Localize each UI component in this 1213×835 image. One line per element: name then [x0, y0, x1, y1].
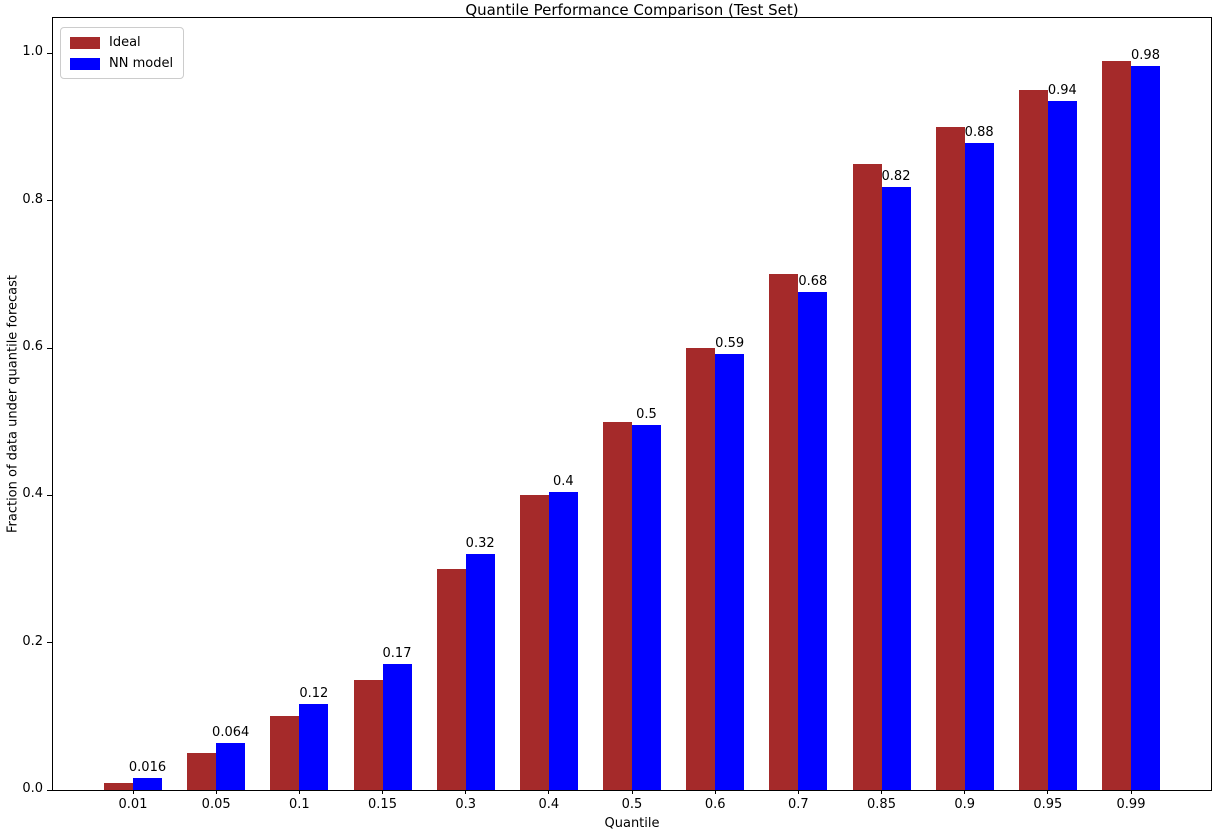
- bar-value-label: 0.98: [1131, 47, 1160, 63]
- y-tick-mark: [47, 347, 52, 349]
- bar-ideal: [1018, 90, 1048, 790]
- bar-nn-model: [881, 187, 911, 790]
- bar-nn-model: [1131, 65, 1160, 790]
- bar-ideal: [935, 127, 965, 790]
- x-tick-label: 0.99: [1116, 797, 1146, 812]
- x-axis-label: Quantile: [604, 816, 660, 831]
- x-tick-label: 0.95: [1033, 797, 1063, 812]
- bar-ideal: [436, 569, 466, 790]
- y-tick-label: 0.8: [22, 191, 43, 207]
- x-tick-label: 0.6: [704, 797, 726, 812]
- y-tick-label: 0.0: [22, 781, 43, 796]
- bar-nn-model: [133, 778, 162, 790]
- bar-ideal: [1102, 60, 1131, 790]
- bar-ideal: [353, 679, 383, 790]
- x-tick-mark: [382, 790, 383, 794]
- x-tick-label: 0.9: [954, 797, 975, 812]
- x-tick-label: 0.15: [368, 797, 397, 812]
- legend-swatch-ideal: [70, 36, 100, 49]
- x-tick-label: 0.1: [288, 797, 310, 812]
- x-tick-label: 0.05: [201, 797, 231, 812]
- legend-label-ideal: Ideal: [109, 35, 141, 50]
- bar-nn-model: [548, 492, 578, 790]
- x-tick-mark: [881, 790, 882, 794]
- y-tick-label: 0.4: [22, 486, 43, 502]
- legend-item-ideal: Ideal: [70, 35, 173, 50]
- x-tick-label: 0.3: [455, 797, 476, 812]
- bar-value-label: 0.17: [382, 646, 412, 662]
- x-tick-label: 0.5: [621, 797, 643, 812]
- bar-nn-model: [299, 703, 329, 790]
- bar-ideal: [852, 163, 882, 790]
- bar-nn-model: [216, 742, 246, 790]
- chart-title: Quantile Performance Comparison (Test Se…: [465, 1, 799, 19]
- legend: Ideal NN model: [60, 27, 185, 79]
- x-tick-mark: [964, 790, 966, 794]
- y-tick-mark: [47, 494, 52, 496]
- x-tick-label: 0.85: [867, 797, 896, 812]
- bar-ideal: [104, 782, 133, 790]
- x-tick-mark: [298, 790, 300, 794]
- bar-nn-model: [1047, 101, 1077, 790]
- bar-ideal: [686, 348, 716, 790]
- y-tick-mark: [47, 642, 52, 644]
- bar-value-label: 0.88: [964, 124, 994, 140]
- bar-ideal: [187, 753, 217, 790]
- x-tick-mark: [1130, 790, 1132, 794]
- y-axis-label: Fraction of data under quantile forecast: [5, 274, 21, 534]
- x-tick-mark: [1047, 790, 1049, 794]
- x-tick-label: 0.7: [787, 797, 809, 812]
- bar-ideal: [270, 716, 300, 790]
- x-tick-mark: [465, 790, 467, 794]
- bar-value-label: 0.12: [299, 685, 329, 701]
- y-tick-label: 0.6: [22, 339, 43, 354]
- y-tick-label: 0.2: [22, 633, 43, 649]
- bar-value-label: 0.59: [715, 335, 745, 351]
- y-tick-mark: [47, 200, 52, 202]
- bar-value-label: 0.82: [881, 169, 911, 185]
- x-tick-label: 0.4: [538, 797, 560, 812]
- x-tick-label: 0.01: [118, 797, 148, 812]
- bar-ideal: [603, 421, 632, 790]
- bar-nn-model: [632, 424, 661, 790]
- legend-label-nn-model: NN model: [109, 56, 174, 71]
- x-tick-mark: [548, 790, 550, 794]
- plot-area: 0.0 0.2 0.4 0.6 0.8 1.0 0.016 0.01 0.064 0.05 0.12…: [22, 17, 1212, 812]
- x-tick-mark: [714, 790, 716, 794]
- bar-ideal: [769, 274, 799, 790]
- x-tick-mark: [132, 790, 134, 794]
- legend-item-nn-model: NN model: [70, 56, 173, 71]
- bar-nn-model: [715, 353, 745, 790]
- y-tick-mark: [47, 789, 52, 791]
- bar-value-label: 0.32: [465, 536, 495, 552]
- bar-nn-model: [465, 554, 495, 790]
- bar-value-label: 0.4: [552, 474, 574, 490]
- bar-value-label: 0.5: [636, 406, 657, 422]
- bar-nn-model: [382, 664, 412, 790]
- y-tick-mark: [47, 52, 52, 54]
- bar-nn-model: [964, 142, 994, 790]
- x-tick-mark: [797, 790, 799, 794]
- bar-value-label: 0.68: [798, 274, 828, 290]
- bar-value-label: 0.94: [1047, 83, 1077, 99]
- bar-nn-model: [798, 292, 828, 790]
- bar-value-label: 0.064: [212, 724, 250, 740]
- legend-swatch-nn-model: [70, 57, 100, 70]
- bar-value-label: 0.016: [128, 760, 167, 776]
- y-tick-label: 1.0: [22, 44, 43, 60]
- x-tick-mark: [631, 790, 633, 794]
- x-tick-mark: [215, 790, 217, 794]
- bar-ideal: [519, 495, 549, 790]
